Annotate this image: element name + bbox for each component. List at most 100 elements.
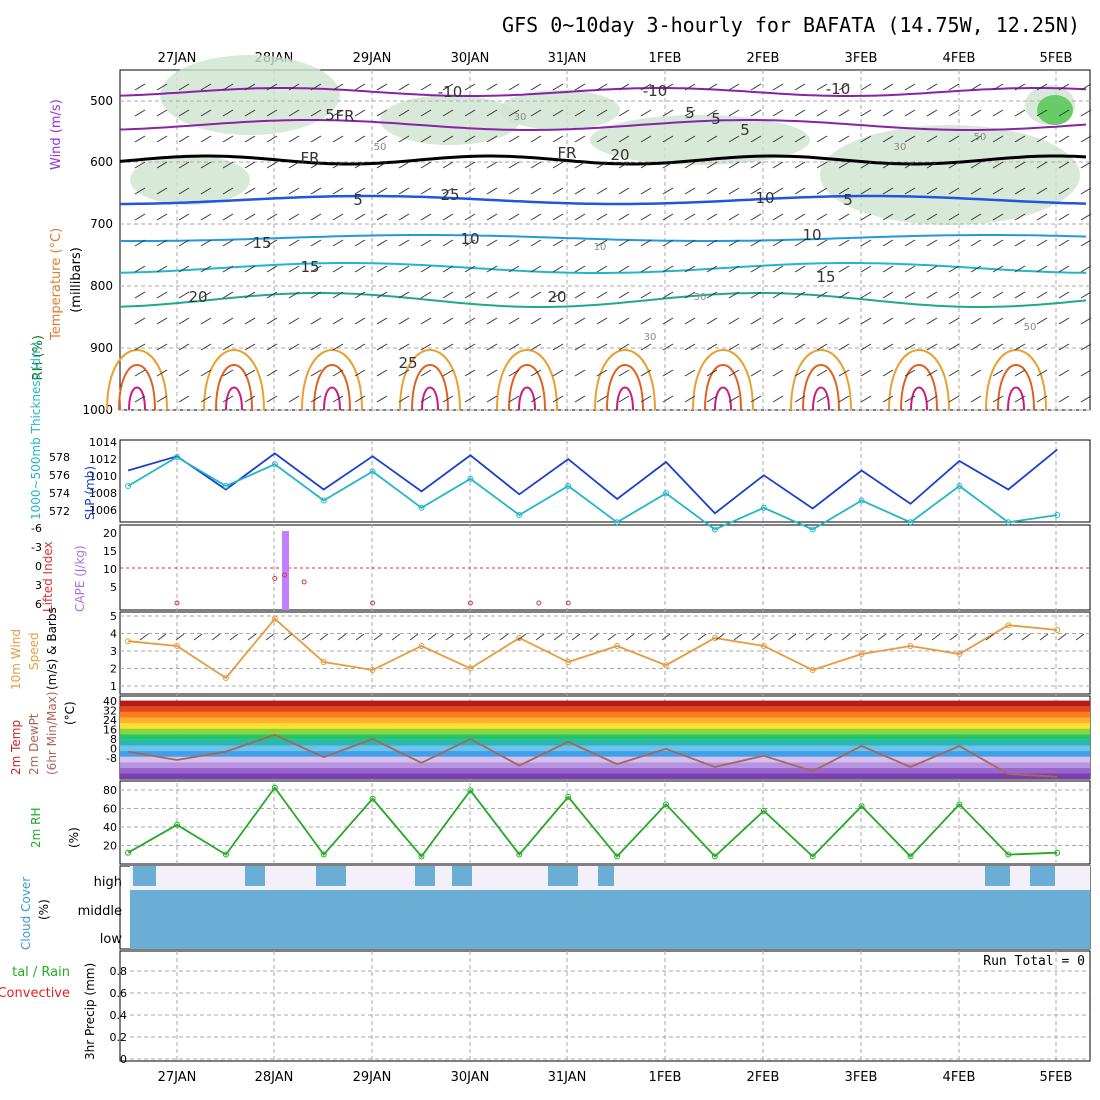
wind-barb [200,239,212,247]
wind-barb [596,187,608,195]
wind-barb [772,135,784,143]
cloud-high-block [415,866,435,886]
wind-barb [948,109,960,117]
wind-barb [728,369,740,377]
wind-barb [222,291,234,299]
thickness-side-labels: 1000~500mb Thickness (dm) [29,342,43,520]
wind-barb [508,317,520,325]
wind-barb [728,161,740,169]
li-point [467,600,473,606]
wind-barb [860,83,872,91]
thickness-line-point [760,504,767,511]
cape-side-labels: Lifted Index [41,541,55,612]
wind-barb [420,83,432,91]
wind-barb [420,109,432,117]
wind-barb [574,109,586,117]
wind-barb [266,161,278,169]
wind-barb [1058,213,1070,221]
wind-barb [244,395,256,403]
wind-barb-10m [445,633,455,641]
wind-barb [508,83,520,91]
wind-barb [750,265,762,273]
wind-barb [992,265,1004,273]
wind-barb [970,291,982,299]
wind-barb-10m [967,633,977,641]
panel-frame [119,780,1091,865]
wind-barb [222,135,234,143]
wind-barb [200,265,212,273]
pressure-tick: 800 [90,279,113,293]
wind-barb [1036,239,1048,247]
wind-barb [398,83,410,91]
wind-barb [354,265,366,273]
temp-contour-30 [118,364,156,411]
wind-barb [618,83,630,91]
wind-barb [838,265,850,273]
wind-barb [530,291,542,299]
wind-barb [838,291,850,299]
wind-barb [970,265,982,273]
wind-barb [1080,109,1092,117]
wind-barb [772,395,784,403]
wind-barb [706,239,718,247]
temp-contour-25 [985,349,1047,411]
temp-contour-30 [411,364,449,411]
li-point [370,600,376,606]
wind-barb [860,265,872,273]
wind-barb-10m [769,633,779,641]
wind-barb [816,343,828,351]
wind-barb [552,239,564,247]
contour-label: 5 [353,191,363,209]
wind-barb-10m [139,633,149,641]
temp-contour-25 [594,349,656,411]
wind-barb [420,239,432,247]
precip-tick: 0.4 [110,1009,128,1022]
wind-barb [684,369,696,377]
wind-barb [618,317,630,325]
wind-barb [926,213,938,221]
wind-barb [574,83,586,91]
wind-barb-10m [499,633,509,641]
wind-barb [1036,135,1048,143]
wind-barb-10m [175,633,185,641]
wind-barb [266,213,278,221]
wind-barb [1014,291,1026,299]
precip-tick: 0 [120,1053,127,1066]
wind-barb [288,343,300,351]
wind-barb [156,187,168,195]
slp-tick: 1010 [89,470,117,483]
wind-barb [574,213,586,221]
rh-line-point [271,784,278,791]
wind-barb-10m [805,633,815,641]
wind-barb [156,135,168,143]
contour-label: 30 [694,292,707,303]
temp-contour-25 [496,349,558,411]
wind-barb [992,135,1004,143]
wind-barb [310,83,322,91]
wind-barb [1036,83,1048,91]
label-temp-units: (°C) [63,701,77,725]
wind-barb [904,135,916,143]
wind-barb [266,239,278,247]
wind-side-labels: 10m Wind Speed (m/s) & Barbs [9,607,59,690]
wind-barb [684,395,696,403]
contour-label: 30 [894,142,907,153]
wind-barb [992,291,1004,299]
temp-contour-35 [421,386,439,411]
wind-barb [596,369,608,377]
wind-barb [970,187,982,195]
pressure-tick: 600 [90,155,113,169]
wind-barb [640,395,652,403]
temp-color-band [120,717,1090,724]
thickness-tick: 576 [49,469,70,482]
wind-barb [574,239,586,247]
wind-barb [1014,265,1026,273]
wind-barb [948,83,960,91]
wind-barb [464,109,476,117]
rh-line-point [467,787,474,794]
wind-barb [706,135,718,143]
wind-barb [288,135,300,143]
wind-barb [552,213,564,221]
wind-barb [860,161,872,169]
wind-barb-10m [193,633,203,641]
